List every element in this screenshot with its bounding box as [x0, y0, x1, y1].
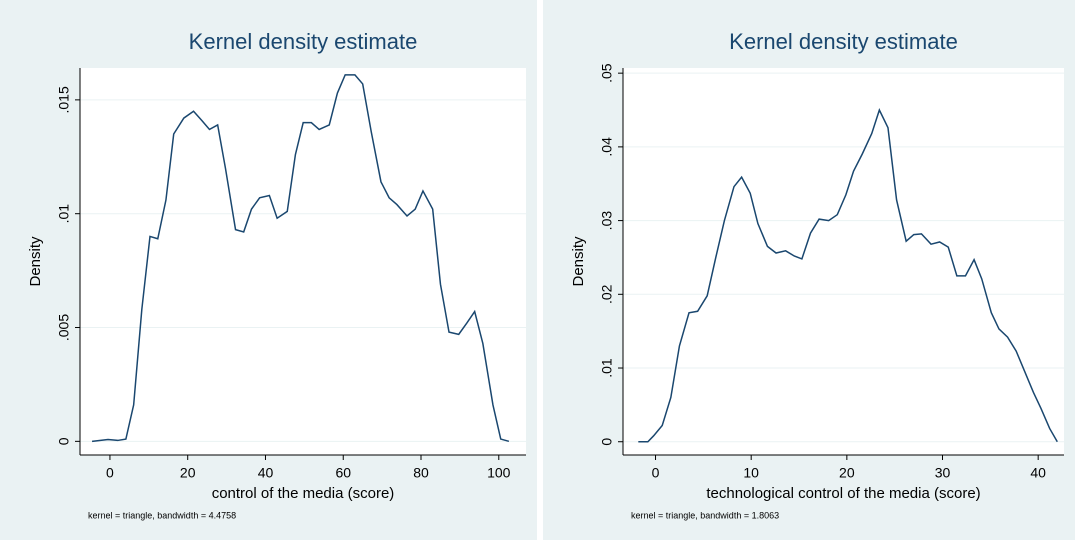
chart-panel: Kernel density estimate 0 .01 .02 .03 .04 .05 0…: [543, 0, 1075, 540]
plot-region: [623, 68, 1064, 455]
x-tick-label: 20: [180, 465, 196, 481]
note: kernel = triangle, bandwidth = 4.4758: [88, 510, 236, 520]
y-tick-label: .015: [56, 86, 72, 113]
y-tick-label: .04: [599, 137, 615, 157]
y-tick-label: .02: [599, 284, 615, 304]
y-tick-label: 0: [599, 438, 615, 446]
x-tick-label: 0: [106, 465, 114, 481]
y-tick-label: .05: [599, 63, 615, 83]
x-axis-label: technological control of the media (scor…: [706, 485, 980, 502]
note: kernel = triangle, bandwidth = 1.8063: [631, 510, 779, 520]
y-tick-label: .03: [599, 211, 615, 231]
y-axis-label: Density: [570, 236, 587, 287]
density-line: [91, 74, 510, 443]
x-tick-label: 10: [743, 465, 759, 481]
chart-title: Kernel density estimate: [189, 29, 418, 54]
plot-region: [80, 68, 526, 455]
x-axis-label: control of the media (score): [212, 485, 395, 502]
y-tick-label: .005: [56, 314, 72, 341]
x-tick-label: 40: [1030, 465, 1046, 481]
y-tick-label: 0: [56, 437, 72, 445]
y-axis-label: Density: [27, 236, 44, 287]
chart-title: Kernel density estimate: [729, 29, 958, 54]
x-tick-label: 20: [839, 465, 855, 481]
x-tick-label: 40: [258, 465, 274, 481]
density-line: [638, 108, 1058, 443]
x-tick-label: 0: [652, 465, 660, 481]
x-tick-label: 30: [935, 465, 951, 481]
y-tick-label: .01: [599, 358, 615, 378]
y-tick-label: .01: [56, 204, 72, 224]
chart-panel: Kernel density estimate 0 .005 .01 .015 0 20 40…: [0, 0, 537, 540]
x-tick-label: 100: [487, 465, 511, 481]
x-tick-label: 80: [413, 465, 429, 481]
x-tick-label: 60: [335, 465, 351, 481]
